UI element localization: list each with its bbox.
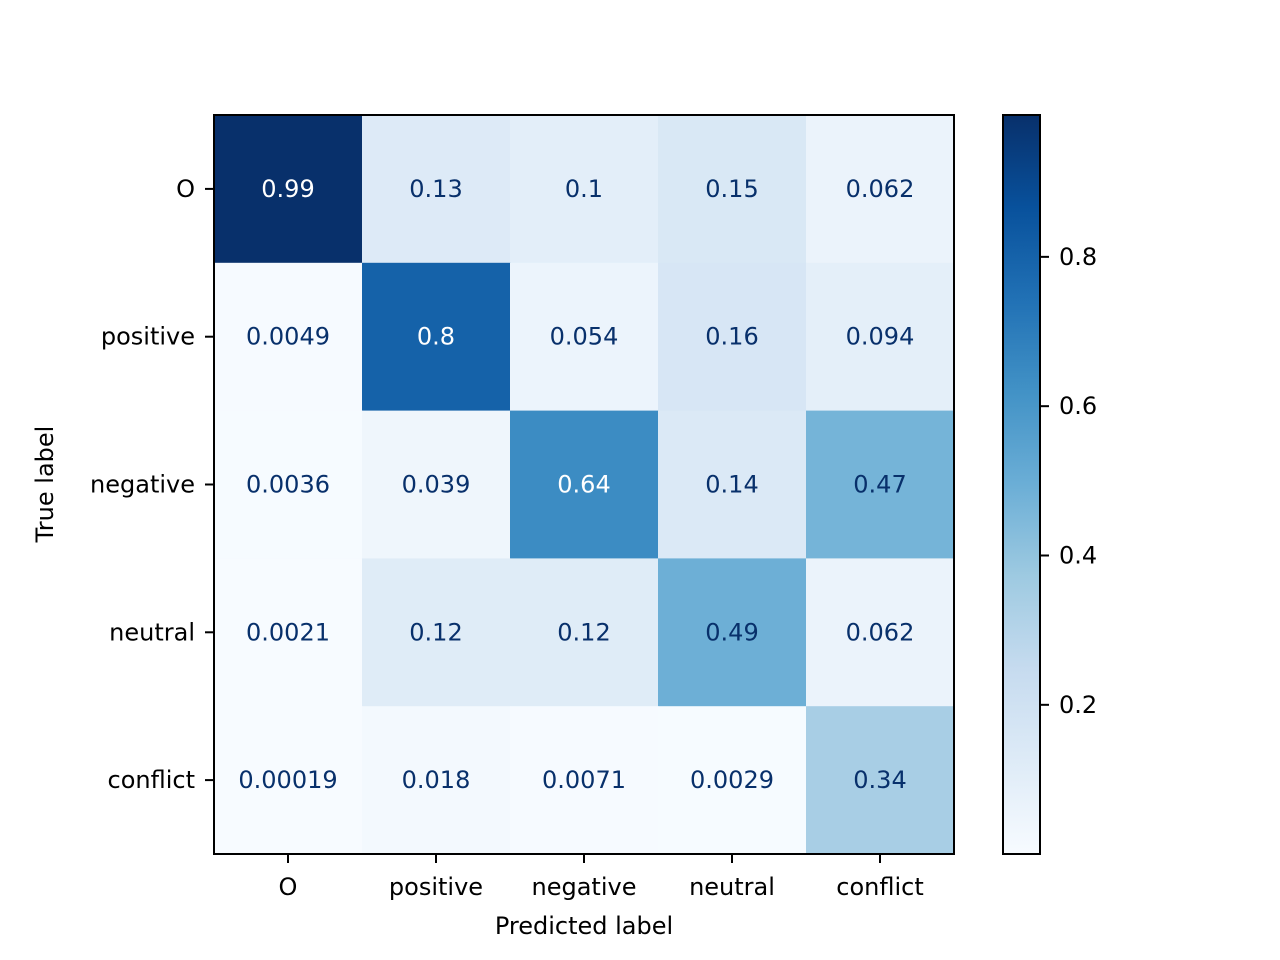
cell-value-label: 0.062 <box>846 618 915 646</box>
heatmap-cells <box>214 115 955 855</box>
colorbar-tick-label: 0.2 <box>1059 691 1097 719</box>
cell-value-label: 0.0029 <box>690 766 774 794</box>
heatmap-cell <box>658 558 807 707</box>
x-axis-label: Predicted label <box>495 912 673 940</box>
heatmap-cell <box>362 115 511 264</box>
heatmap-cell <box>658 410 807 559</box>
heatmap-cell <box>214 410 363 559</box>
cell-value-label: 0.054 <box>550 323 619 351</box>
cell-value-label: 0.094 <box>846 323 915 351</box>
cell-value-label: 0.0071 <box>542 766 626 794</box>
heatmap-cell <box>806 410 955 559</box>
heatmap-cell <box>806 262 955 412</box>
heatmap-cell <box>806 115 955 264</box>
cell-value-label: 0.039 <box>402 471 471 499</box>
heatmap-cell <box>362 410 511 559</box>
heatmap-cell <box>510 115 659 264</box>
heatmap-cell <box>362 558 511 707</box>
colorbar-tick-label: 0.6 <box>1059 392 1097 420</box>
y-tick-label: conflict <box>108 766 195 794</box>
cell-value-label: 0.14 <box>705 471 758 499</box>
colorbar-tick-label: 0.4 <box>1059 541 1097 569</box>
colorbar <box>1002 114 1041 855</box>
cell-value-label: 0.34 <box>853 766 906 794</box>
x-tick-label: conflict <box>836 873 923 901</box>
heatmap-cell <box>214 262 363 412</box>
cell-value-label: 0.15 <box>705 175 758 203</box>
cell-value-label: 0.12 <box>557 618 610 646</box>
heatmap-cell <box>510 262 659 412</box>
cell-value-label: 0.062 <box>846 175 915 203</box>
heatmap-cell <box>510 558 659 707</box>
heatmap-cell <box>510 410 659 559</box>
x-tick-label: neutral <box>689 873 775 901</box>
x-tick-label: negative <box>532 873 637 901</box>
heatmap-value-labels: 0.99 0.13 0.1 0.15 0.062 0.0049 0.8 0.054 0.16 0.… <box>238 175 914 794</box>
heatmap-cell <box>658 706 807 855</box>
heatmap-cell <box>362 262 511 412</box>
cell-value-label: 0.49 <box>705 618 758 646</box>
cell-value-label: 0.1 <box>565 175 603 203</box>
heatmap-cell <box>214 115 363 264</box>
colorbar-ticks: 0.2 0.4 0.6 0.8 <box>1040 243 1097 719</box>
x-tick-label: O <box>279 873 298 901</box>
y-tick-label: neutral <box>109 618 195 646</box>
y-tick-label: positive <box>101 323 195 351</box>
heatmap-cell <box>214 558 363 707</box>
x-tick-label: positive <box>389 873 483 901</box>
heatmap-cell <box>658 115 807 264</box>
cell-value-label: 0.13 <box>409 175 462 203</box>
y-tick-label: O <box>176 175 195 203</box>
cell-value-label: 0.018 <box>402 766 471 794</box>
cell-value-label: 0.0021 <box>246 618 330 646</box>
y-axis-label: True label <box>31 426 59 544</box>
cell-value-label: 0.99 <box>261 175 314 203</box>
cell-value-label: 0.0036 <box>246 471 330 499</box>
cell-value-label: 0.8 <box>417 323 455 351</box>
heatmap-cell <box>362 706 511 855</box>
cell-value-label: 0.12 <box>409 618 462 646</box>
colorbar-tick-label: 0.8 <box>1059 243 1097 271</box>
cell-value-label: 0.16 <box>705 323 758 351</box>
cell-value-label: 0.47 <box>853 471 906 499</box>
y-tick-label: negative <box>90 471 195 499</box>
heatmap-cell <box>510 706 659 855</box>
heatmap-cell <box>806 558 955 707</box>
cell-value-label: 0.0049 <box>246 323 330 351</box>
heatmap-cell <box>658 262 807 412</box>
cell-value-label: 0.64 <box>557 471 610 499</box>
cell-value-label: 0.00019 <box>238 766 337 794</box>
heatmap-cell <box>806 706 955 855</box>
heatmap-cell <box>214 706 363 855</box>
